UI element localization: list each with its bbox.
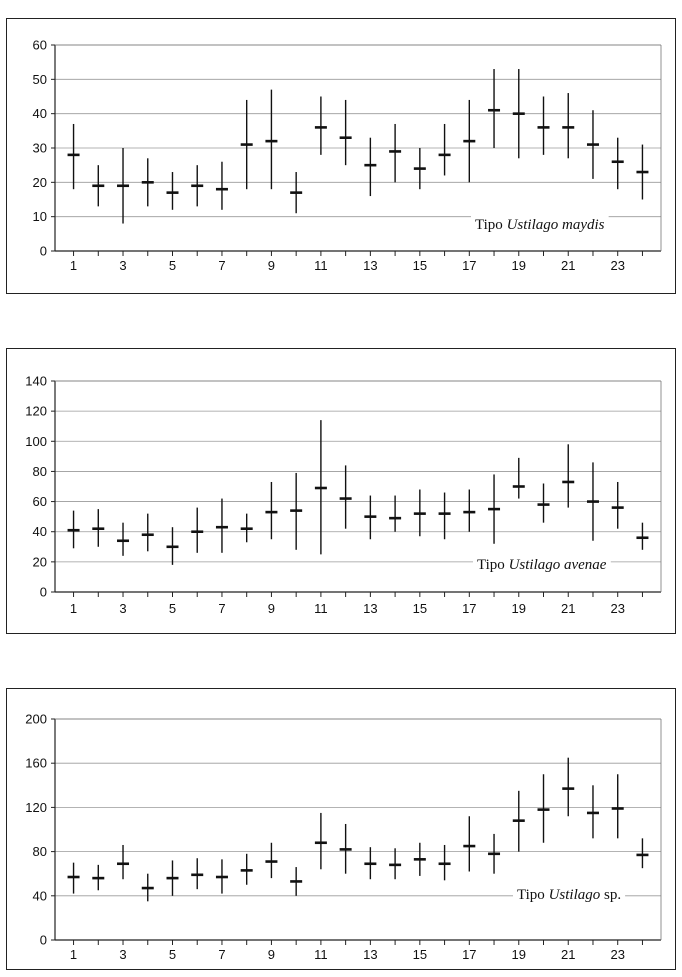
label-background <box>471 216 609 234</box>
label-species: Ustilago maydis <box>507 217 605 233</box>
y-tick-label: 100 <box>25 434 47 449</box>
y-tick-label: 60 <box>33 494 47 509</box>
label-background <box>473 556 611 574</box>
x-tick-label: 7 <box>218 947 225 962</box>
y-tick-label: 50 <box>33 72 47 87</box>
y-tick-label: 0 <box>40 244 47 259</box>
y-tick-label: 80 <box>33 844 47 859</box>
x-tick-label: 3 <box>119 947 126 962</box>
y-tick-label: 0 <box>40 585 47 600</box>
x-tick-label: 13 <box>363 947 377 962</box>
label-species: Ustilago <box>549 887 601 903</box>
chart-panel-maydis: 0 10 20 30 40 50 60 1 3 5 7 9 11 13 15 17 19 21 23 Tipo Ust… <box>6 18 676 294</box>
label-prefix: Tipo <box>475 217 507 233</box>
x-tick-label: 23 <box>610 601 624 616</box>
x-tick-label: 17 <box>462 601 476 616</box>
y-tick-label: 160 <box>25 756 47 771</box>
label-species: Ustilago avenae <box>509 557 607 573</box>
x-tick-label: 13 <box>363 601 377 616</box>
x-tick-label: 15 <box>413 947 427 962</box>
chart-panel-avenae: 0 20 40 60 80 100 120 140 1 3 5 7 9 11 13 15 17 19 21 23 Tip… <box>6 348 676 634</box>
species-label: Tipo Ustilago maydis <box>475 217 605 233</box>
x-tick-label: 7 <box>218 258 225 273</box>
x-tick-label: 15 <box>413 258 427 273</box>
x-tick-label: 17 <box>462 947 476 962</box>
x-tick-label: 11 <box>314 601 328 616</box>
x-tick-label: 7 <box>218 601 225 616</box>
y-tick-label: 10 <box>33 209 47 224</box>
x-tick-label: 5 <box>169 947 176 962</box>
chart-panel-sp: 0 40 80 120 160 200 1 3 5 7 9 11 13 15 17 19 21 23 Tipo Us… <box>6 688 676 970</box>
y-tick-label: 60 <box>33 38 47 53</box>
y-tick-label: 40 <box>33 888 47 903</box>
x-tick-label: 19 <box>512 601 526 616</box>
y-tick-label: 40 <box>33 106 47 121</box>
x-tick-label: 9 <box>268 947 275 962</box>
label-prefix: Tipo <box>517 887 549 903</box>
x-tick-label: 23 <box>610 258 624 273</box>
x-tick-label: 1 <box>70 258 77 273</box>
label-prefix: Tipo <box>477 557 509 573</box>
x-tick-label: 21 <box>561 258 575 273</box>
species-label: Tipo Ustilago avenae <box>477 557 607 573</box>
x-tick-label: 15 <box>413 601 427 616</box>
y-tick-label: 80 <box>33 464 47 479</box>
label-suffix: sp. <box>600 887 621 903</box>
x-tick-label: 9 <box>268 601 275 616</box>
x-tick-label: 9 <box>268 258 275 273</box>
x-tick-label: 11 <box>314 947 328 962</box>
y-tick-label: 200 <box>25 712 47 727</box>
x-tick-label: 1 <box>70 947 77 962</box>
x-tick-label: 19 <box>512 947 526 962</box>
x-tick-label: 3 <box>119 601 126 616</box>
x-tick-label: 5 <box>169 601 176 616</box>
y-tick-label: 30 <box>33 141 47 156</box>
x-tick-label: 5 <box>169 258 176 273</box>
y-tick-label: 40 <box>33 524 47 539</box>
x-tick-label: 23 <box>610 947 624 962</box>
x-tick-label: 21 <box>561 947 575 962</box>
x-tick-label: 19 <box>512 258 526 273</box>
x-tick-label: 21 <box>561 601 575 616</box>
x-tick-label: 17 <box>462 258 476 273</box>
y-tick-label: 140 <box>25 374 47 389</box>
label-background <box>513 886 626 904</box>
x-tick-label: 1 <box>70 601 77 616</box>
y-tick-label: 0 <box>40 933 47 948</box>
y-tick-label: 120 <box>25 404 47 419</box>
species-label: Tipo Ustilago sp. <box>517 887 621 903</box>
y-tick-label: 120 <box>25 800 47 815</box>
x-tick-label: 11 <box>314 258 328 273</box>
x-tick-label: 3 <box>119 258 126 273</box>
y-tick-label: 20 <box>33 175 47 190</box>
x-tick-label: 13 <box>363 258 377 273</box>
y-tick-label: 20 <box>33 554 47 569</box>
